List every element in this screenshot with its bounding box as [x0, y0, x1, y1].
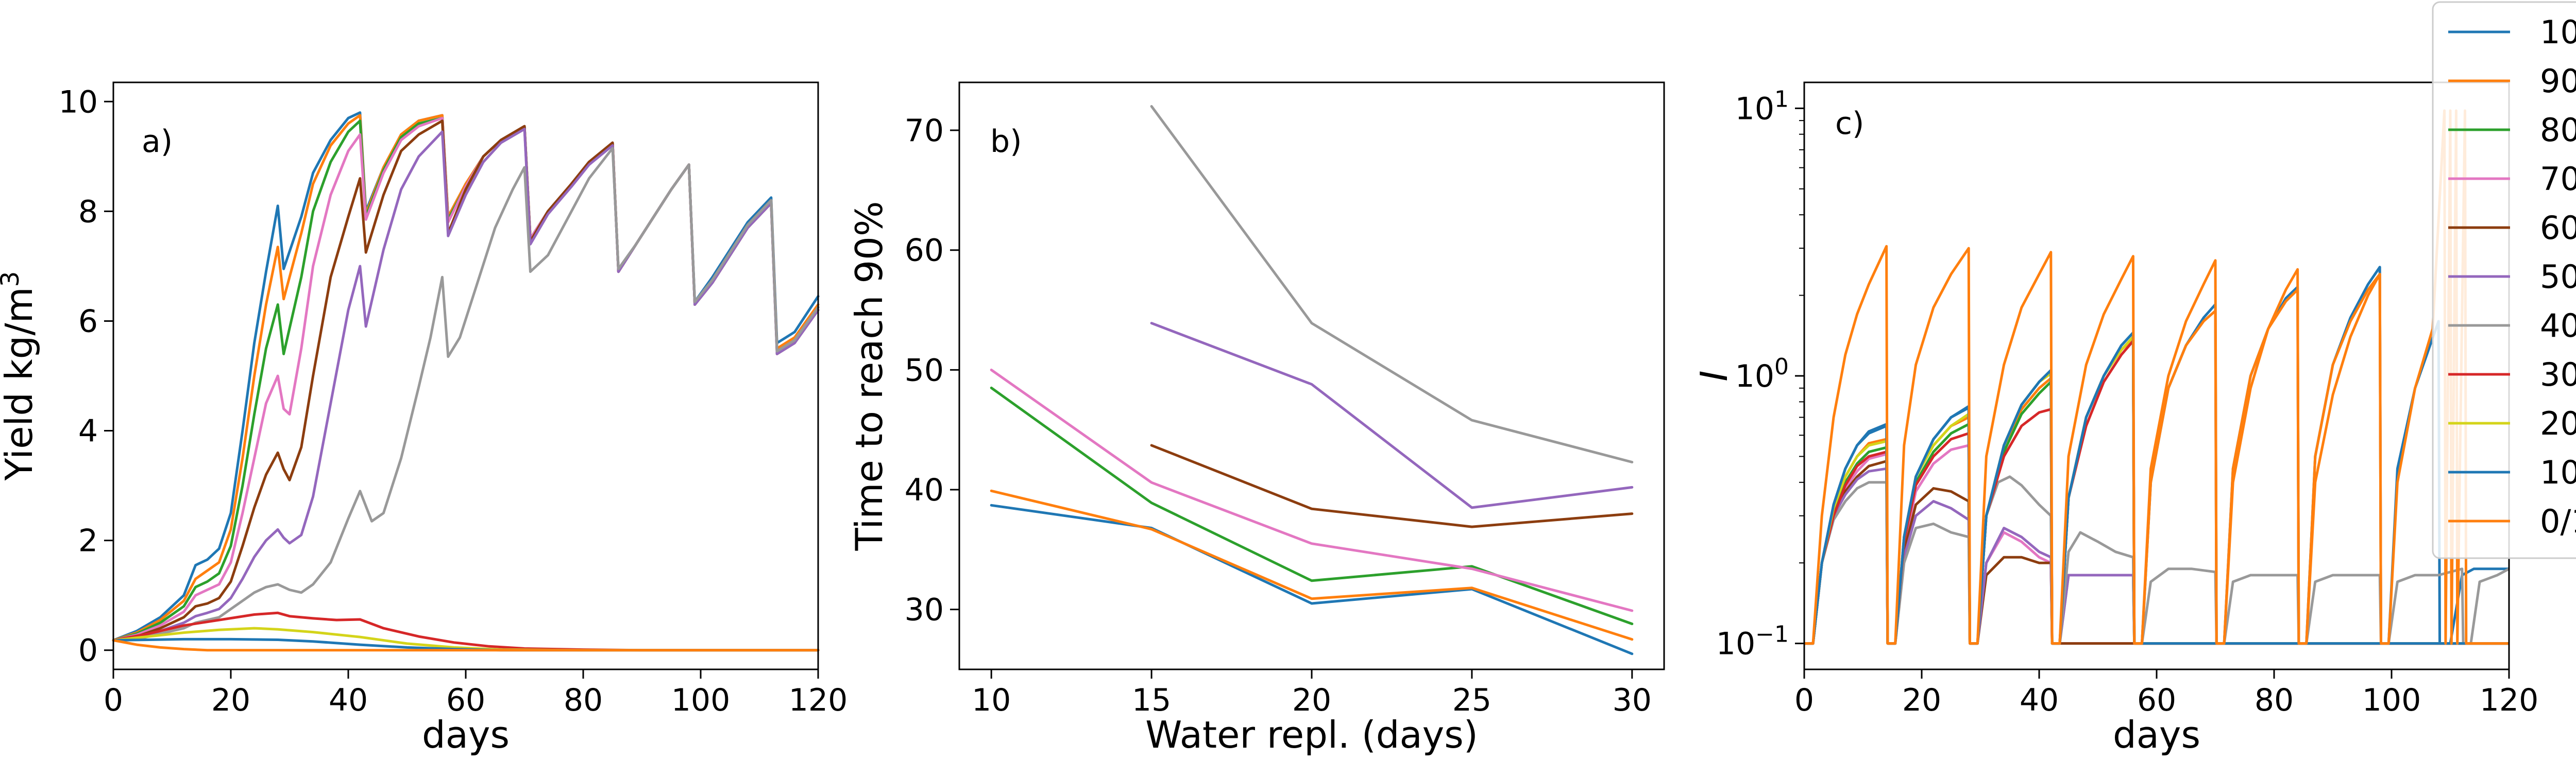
panel-a-ylabel-superscript: 3 [0, 271, 25, 287]
legend: 100/0 90/10 80/20 70/30 60/40 50/50 40/60 30/70… [2432, 1, 2576, 559]
x-tick-label: 0 [1794, 682, 1814, 718]
panel-c-xlabel: days [2113, 713, 2200, 756]
x-tick-label: 30 [1613, 682, 1652, 718]
series-line-20-80 [1804, 335, 2509, 645]
series-line-40-60 [1150, 105, 1634, 463]
y-tick-label: 6 [78, 303, 98, 339]
legend-label: 40/60 [2540, 307, 2576, 344]
x-tick-label: 0 [104, 682, 123, 718]
x-tick-label: 40 [2020, 682, 2059, 718]
legend-label: 90/10 [2540, 62, 2576, 100]
y-tick-label: 60 [905, 233, 944, 269]
panel-b-xlabel: Water repl. (days) [1145, 713, 1478, 756]
panel-a: 0 20 40 60 80 100 120 0 2 4 6 8 10 a) days Yield kg/… [0, 81, 848, 756]
series-line-90-10 [990, 489, 1634, 641]
legend-label: 50/50 [2540, 258, 2576, 296]
panel-b-ylabel: Time to reach 90% [848, 201, 891, 551]
series-line-50-50 [1150, 322, 1634, 509]
legend-entries: 100/0 90/10 80/20 70/30 60/40 50/50 40/60 30/70… [2448, 13, 2576, 540]
y-tick-label: 0 [78, 633, 98, 669]
y-tick-label: 30 [905, 592, 944, 628]
panel-a-xlabel: days [422, 713, 510, 756]
panel-a-ticks: 0 20 40 60 80 100 120 0 2 4 6 8 10 [59, 84, 848, 718]
x-tick-label: 80 [564, 682, 603, 718]
series-line-40-60 [112, 147, 820, 642]
x-tick-label: 20 [211, 682, 250, 718]
y-tick-label: 101 [1735, 86, 1789, 127]
series-line-60-40 [1150, 444, 1634, 528]
series-line-30-70 [1804, 339, 2509, 645]
legend-label: 80/20 [2540, 111, 2576, 149]
panel-b: 10 15 20 25 30 30 40 50 60 70 b) Water repl. (day… [848, 81, 1665, 756]
legend-label: 10/90 [2540, 454, 2576, 491]
panel-a-label: a) [142, 124, 173, 160]
panel-a-ylabel-main: Yield kg/m [0, 287, 41, 481]
y-tick-label: 10 [59, 84, 98, 120]
x-tick-label: 100 [671, 682, 731, 718]
series-line-70-30 [990, 368, 1634, 612]
legend-box [2432, 1, 2576, 559]
series-line-0-100 [112, 639, 820, 652]
y-tick-label: 4 [78, 413, 98, 450]
panel-c-label: c) [1835, 106, 1864, 142]
panel-a-frame [112, 81, 819, 670]
series-line-10-90 [1804, 331, 2509, 645]
x-tick-label: 60 [446, 682, 485, 718]
panel-c: 0 20 40 60 80 100 120 10−1 100 101 c) days I [1692, 81, 2539, 756]
y-tick-label: 70 [905, 113, 944, 149]
x-tick-label: 25 [1452, 682, 1492, 718]
y-tick-label: 100 [1735, 354, 1789, 394]
panel-c-series-group [1804, 109, 2509, 645]
y-tick-label: 40 [905, 472, 944, 508]
x-tick-label: 20 [1902, 682, 1941, 718]
x-tick-label: 100 [2362, 682, 2421, 718]
x-tick-label: 15 [1132, 682, 1171, 718]
panel-c-ylabel: I [1692, 370, 1736, 381]
x-tick-label: 60 [2137, 682, 2176, 718]
panel-c-frame [1803, 81, 2510, 670]
legend-label: 0/100 [2540, 503, 2576, 540]
series-line-90-10 [1804, 272, 2509, 645]
legend-label: 70/30 [2540, 160, 2576, 198]
x-tick-label: 40 [329, 682, 368, 718]
series-line-60-40 [1804, 460, 2509, 645]
legend-label: 60/40 [2540, 209, 2576, 247]
y-tick-label: 8 [78, 194, 98, 230]
x-tick-label: 120 [789, 682, 848, 718]
y-tick-label: 10−1 [1716, 621, 1789, 662]
x-tick-label: 80 [2255, 682, 2294, 718]
x-tick-label: 120 [2480, 682, 2539, 718]
panel-b-ticks: 10 15 20 25 30 30 40 50 60 70 [905, 113, 1652, 718]
panel-a-ylabel: Yield kg/m3 [0, 271, 41, 481]
series-line-0-100 [1804, 109, 2509, 645]
panel-a-series-group [112, 111, 820, 652]
series-line-80-20 [990, 386, 1634, 626]
legend-label: 20/80 [2540, 405, 2576, 442]
panel-c-ticks: 0 20 40 60 80 100 120 10−1 100 101 [1716, 86, 2539, 718]
y-tick-label: 2 [78, 523, 98, 559]
series-line-50-50 [1804, 467, 2509, 645]
legend-label: 100/0 [2540, 13, 2576, 51]
y-tick-label: 50 [905, 352, 944, 388]
x-tick-label: 20 [1292, 682, 1331, 718]
x-tick-label: 10 [972, 682, 1011, 718]
legend-label: 30/70 [2540, 356, 2576, 393]
panel-b-series-group [990, 105, 1634, 655]
series-line-100-0 [990, 504, 1634, 655]
panel-b-label: b) [990, 124, 1022, 160]
